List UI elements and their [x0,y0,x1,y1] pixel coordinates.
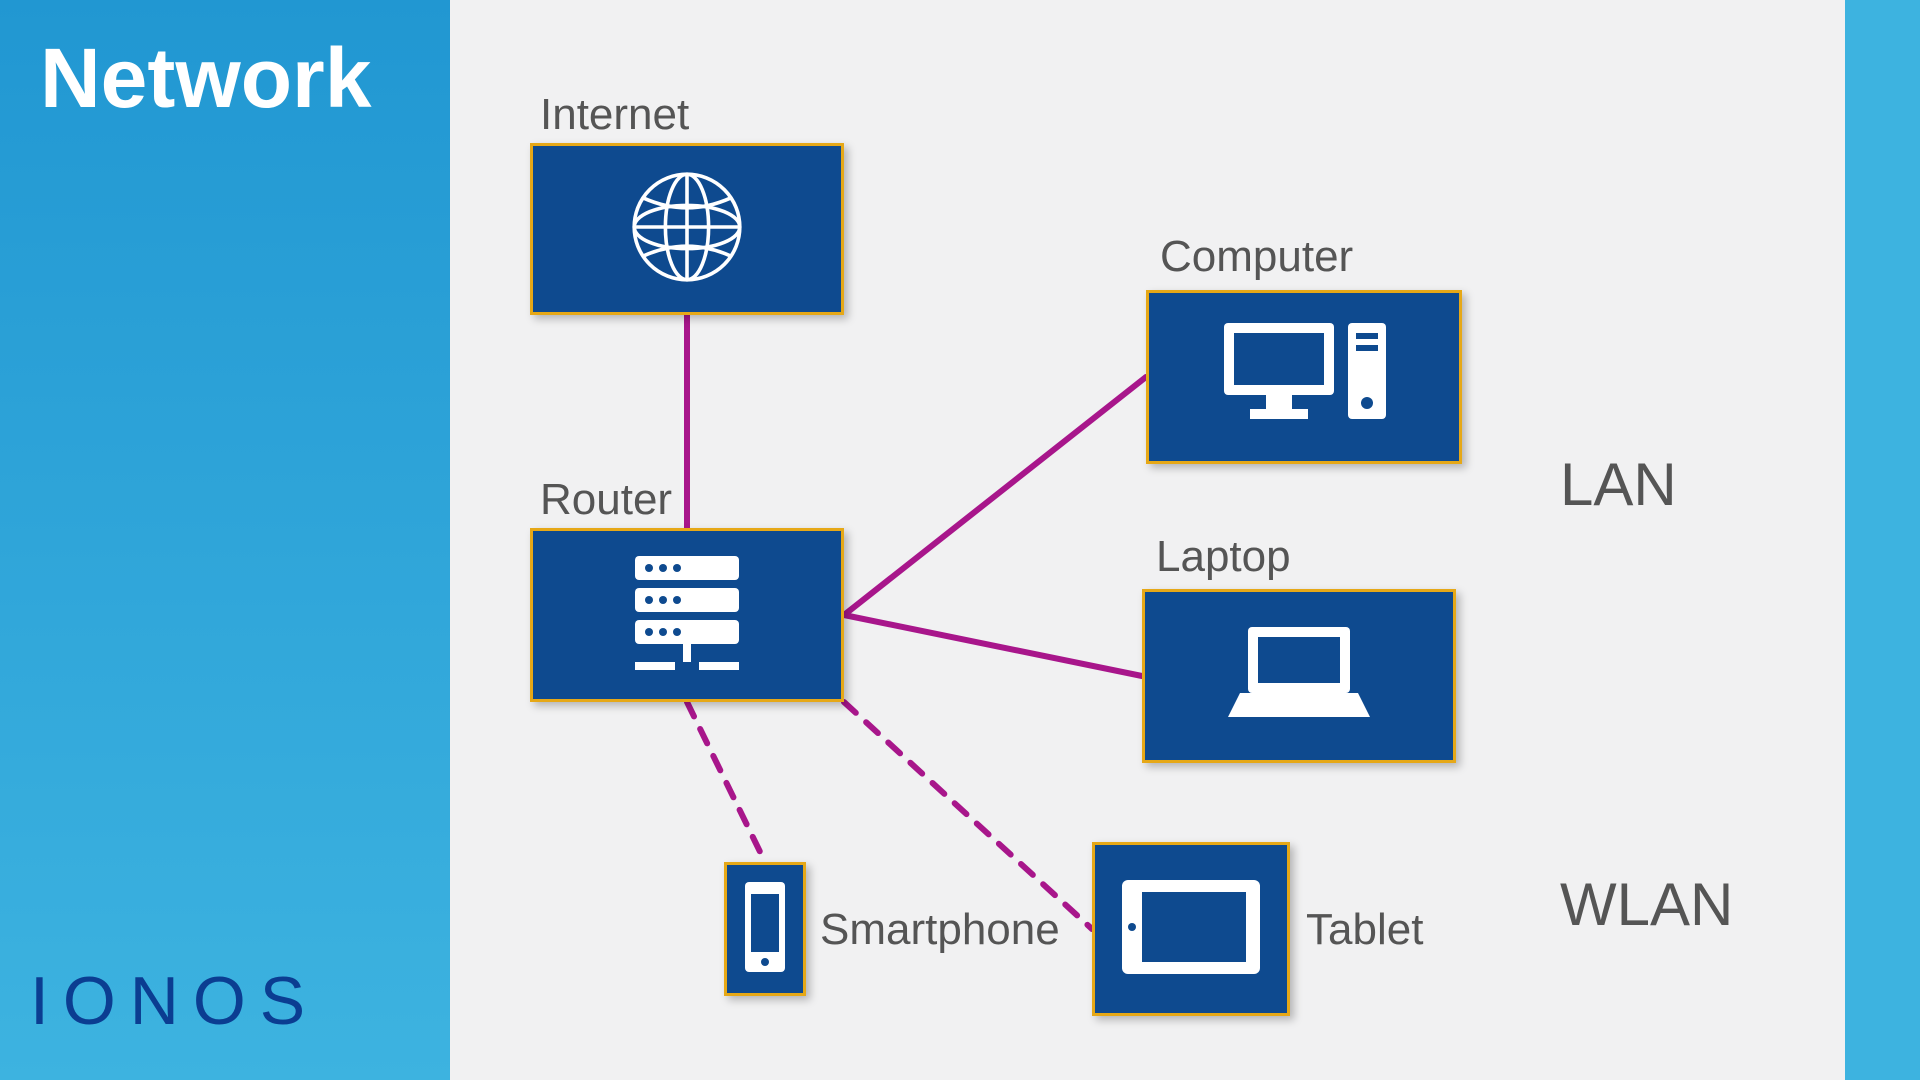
internet-node [530,143,844,315]
smartphone-label: Smartphone [820,905,1060,955]
tablet-node [1092,842,1290,1016]
sidebar-background [0,0,450,1080]
globe-icon [627,167,747,292]
right-strip [1845,0,1920,1080]
smartphone-node [724,862,806,996]
laptop-label: Laptop [1156,532,1291,582]
router-label: Router [540,475,672,525]
brand-logo: IONOS [30,962,319,1040]
router-node [530,528,844,702]
laptop-icon [1224,619,1374,734]
computer-icon [1214,315,1394,440]
tablet-icon [1116,872,1266,987]
computer-node [1146,290,1462,464]
tablet-label: Tablet [1306,905,1423,955]
smartphone-icon [741,880,789,979]
computer-label: Computer [1160,232,1353,282]
laptop-node [1142,589,1456,763]
wlan-section-label: WLAN [1560,870,1733,939]
internet-label: Internet [540,90,689,140]
page-title: Network [40,30,371,127]
lan-section-label: LAN [1560,450,1677,519]
router-icon [617,548,757,683]
